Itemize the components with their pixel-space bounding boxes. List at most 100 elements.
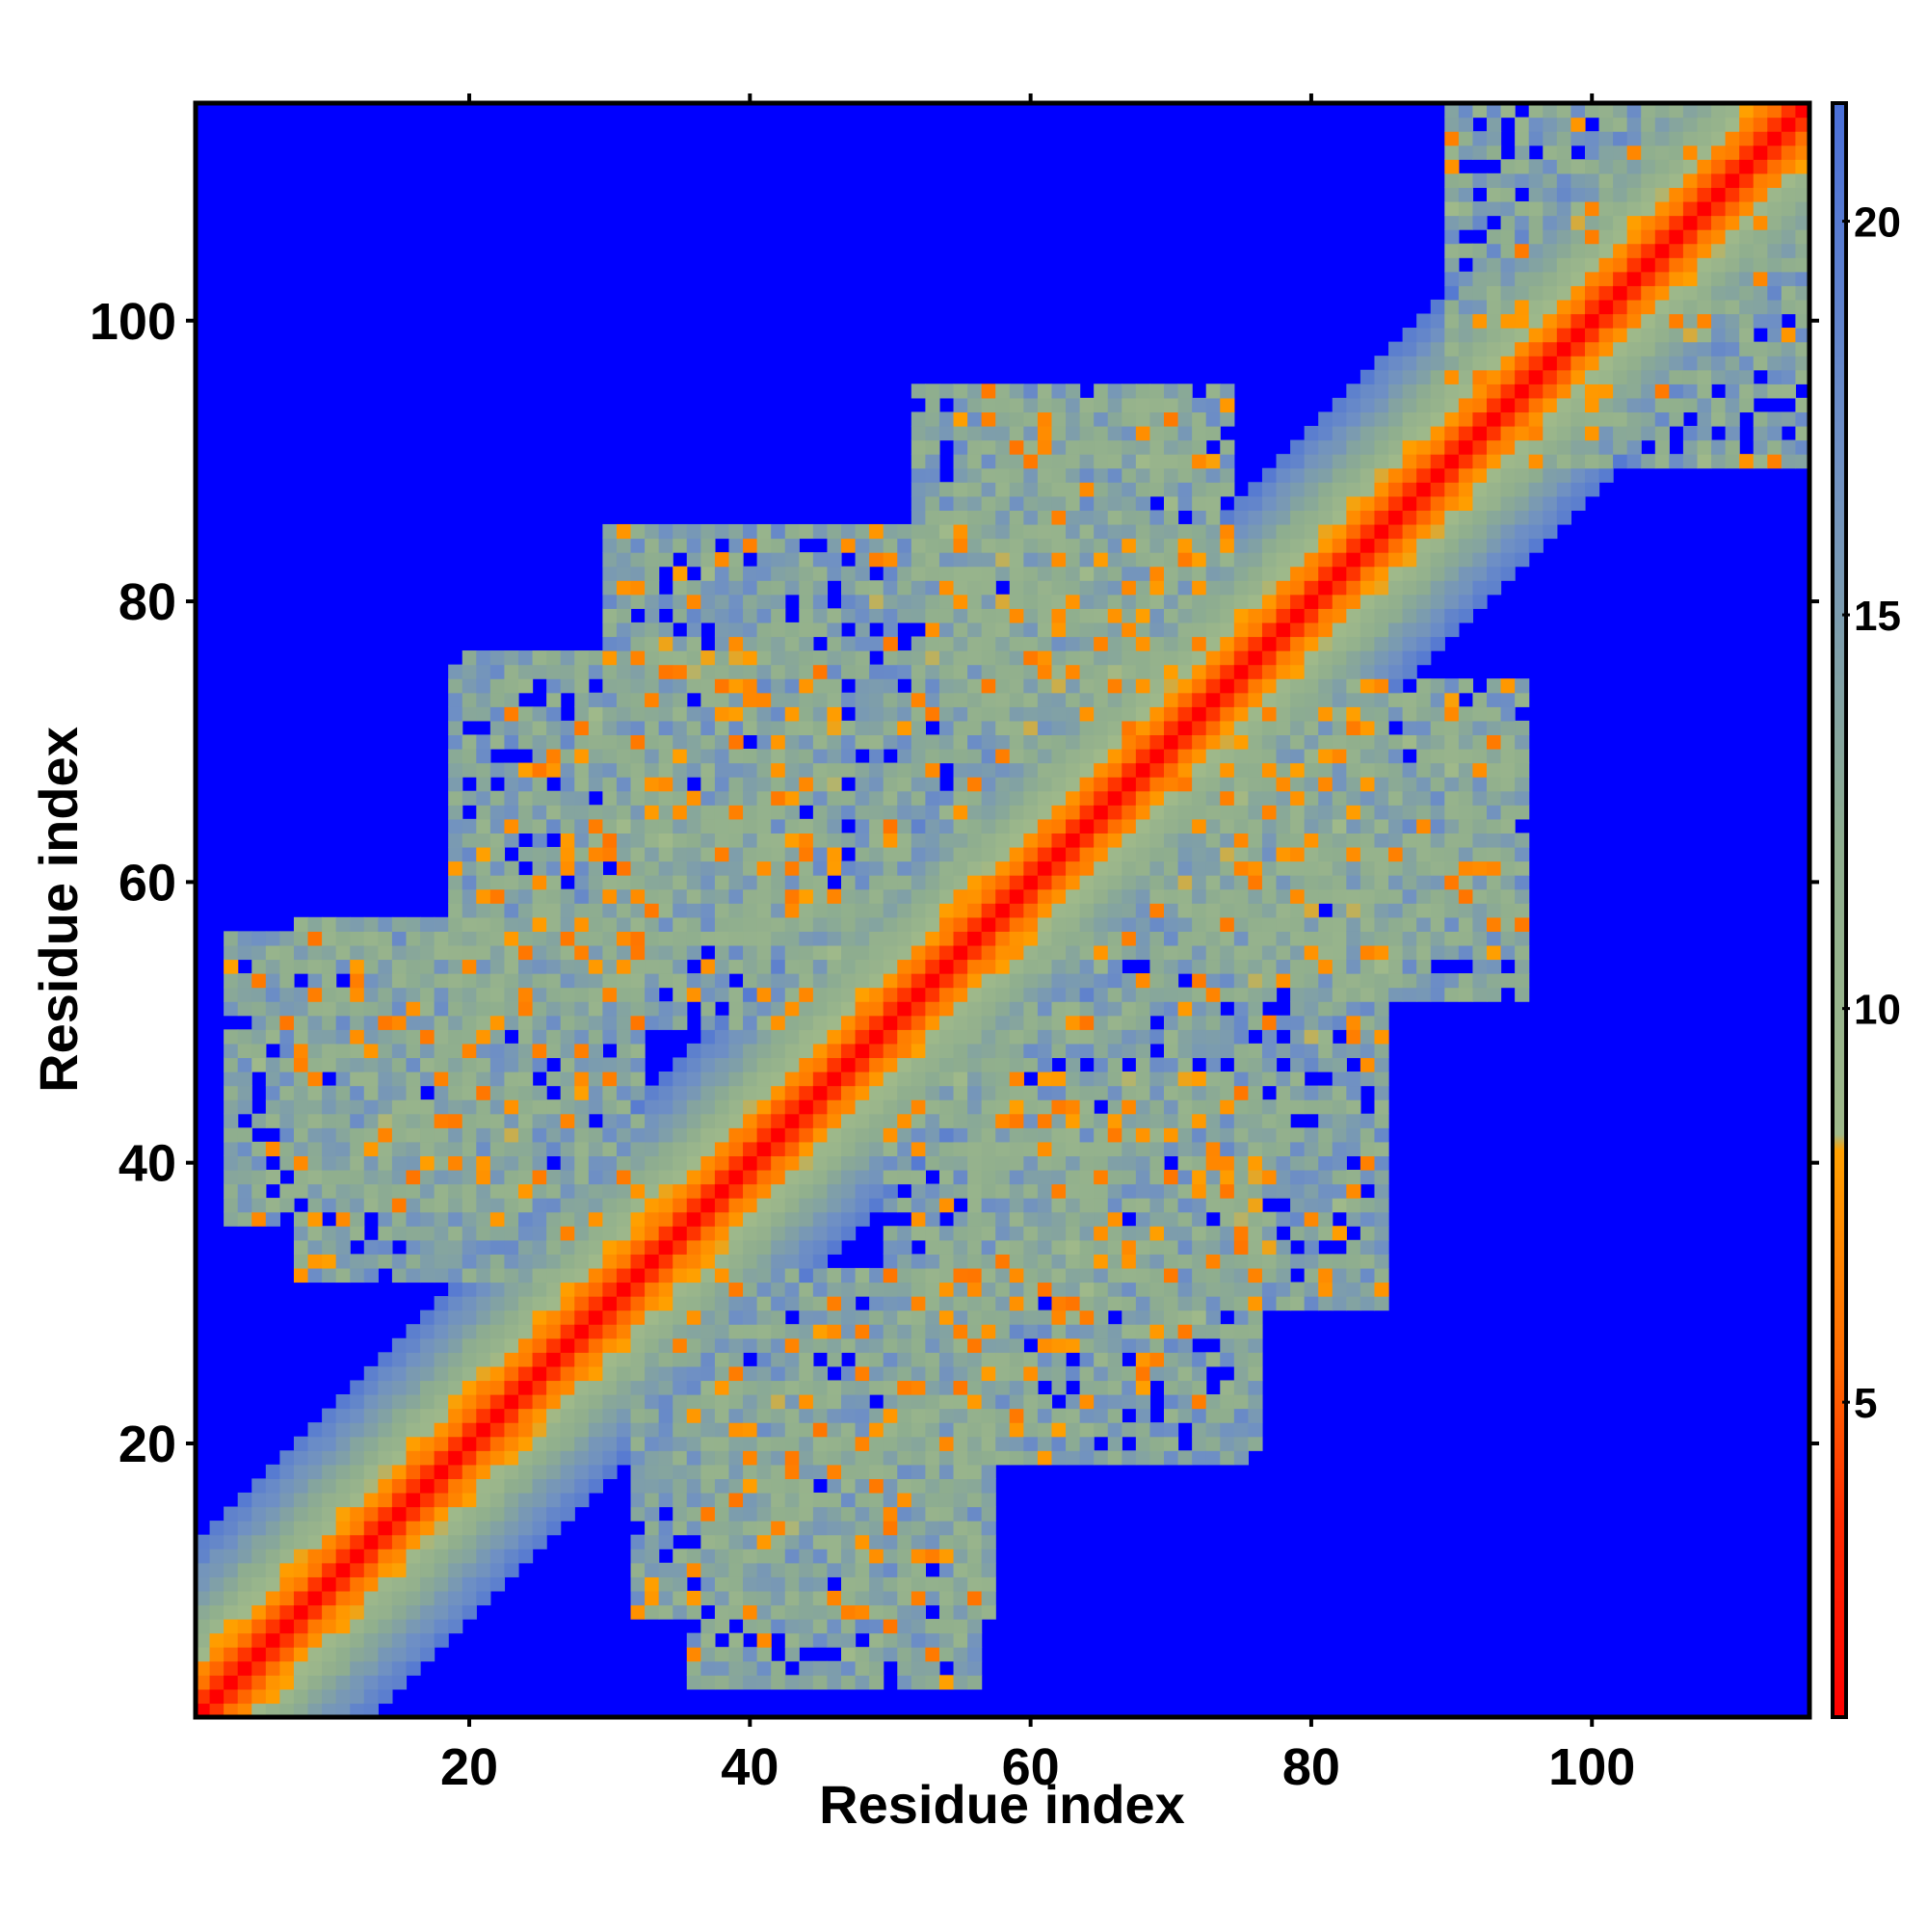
heatmap-cell [645,833,660,848]
heatmap-cell [981,1590,996,1606]
heatmap-cell [1177,888,1193,904]
heatmap-cell [630,1057,646,1072]
heatmap-cell [756,622,772,638]
heatmap-cell [812,1057,829,1072]
heatmap-cell [728,860,744,876]
heatmap-cell [251,1506,267,1522]
heatmap-cell [1079,482,1095,497]
heatmap-cell [1051,622,1067,638]
heatmap-cell [967,1072,983,1087]
heatmap-cell [476,1226,491,1241]
heatmap-cell [602,1127,618,1143]
heatmap-cell [532,1394,547,1410]
heatmap-cell [630,916,646,932]
heatmap-cell [1009,1169,1024,1185]
heatmap-cell [911,973,926,989]
heatmap-cell [1192,1380,1207,1395]
heatmap-cell [1051,384,1067,399]
heatmap-cell [756,1141,772,1156]
heatmap-cell [1009,959,1024,974]
heatmap-cell [504,1506,519,1522]
heatmap-cell [938,650,955,666]
heatmap-cell [673,650,688,666]
heatmap-cell [1107,944,1122,961]
heatmap-cell [434,1380,449,1395]
heatmap-cell [883,944,898,961]
heatmap-cell [293,1688,309,1705]
heatmap-cell [1177,384,1193,399]
heatmap-cell [995,790,1011,806]
heatmap-cell [1164,1380,1179,1395]
heatmap-cell [307,1169,323,1185]
heatmap-cell [686,987,701,1002]
heatmap-cell [658,594,673,609]
heatmap-cell [953,818,968,834]
heatmap-cell [574,1492,590,1508]
heatmap-cell [630,818,646,834]
heatmap-cell [911,426,926,441]
heatmap-cell [1066,1001,1081,1017]
heatmap-cell [1094,1169,1109,1185]
heatmap-cell [714,1590,730,1606]
heatmap-cell [728,944,744,961]
heatmap-cell [1037,1408,1053,1423]
heatmap-cell [1037,762,1053,778]
heatmap-cell [784,678,800,694]
heatmap-cell [1023,805,1039,820]
heatmap-cell [1094,664,1109,679]
heatmap-cell [771,1675,786,1690]
heatmap-cell [953,1282,968,1297]
heatmap-cell [616,692,632,707]
heatmap-cell [363,1408,379,1423]
heatmap-cell [925,1127,940,1143]
heatmap-cell [728,931,744,946]
heatmap-cell [1023,973,1039,989]
heatmap-cell [1164,692,1179,707]
heatmap-cell [1149,1198,1165,1213]
heatmap-cell [378,1506,393,1522]
heatmap-cell [784,1141,800,1156]
heatmap-cell [953,454,968,469]
heatmap-cell [645,650,660,666]
heatmap-cell [673,580,688,595]
heatmap-cell [771,1619,786,1634]
heatmap-cell [645,749,660,764]
heatmap-cell [938,1394,955,1410]
heatmap-cell [714,1492,730,1508]
heatmap-cell [237,1604,252,1620]
heatmap-cell [588,1394,603,1410]
heatmap-cell [981,916,996,932]
heatmap-cell [799,1141,814,1156]
heatmap-cell [981,1015,996,1030]
heatmap-cell [925,454,940,469]
heatmap-cell [981,1296,996,1311]
heatmap-cell [1107,510,1122,525]
heatmap-cell [1009,538,1024,553]
heatmap-cell [827,1562,842,1577]
heatmap-cell [1066,538,1081,553]
heatmap-cell [700,888,716,904]
heatmap-cell [616,931,632,946]
heatmap-cell [546,664,562,679]
heatmap-cell [518,1450,534,1466]
heatmap-cell [897,973,912,989]
heatmap-cell [420,1394,436,1410]
heatmap-cell [602,622,618,638]
heatmap-cell [714,580,730,595]
heatmap-cell [1192,1113,1207,1128]
heatmap-cell [938,1548,955,1564]
heatmap-cell [938,1057,955,1072]
heatmap-cell [532,973,547,989]
heatmap-cell [784,846,800,862]
heatmap-cell [953,523,968,540]
heatmap-cell [812,1380,829,1395]
heatmap-cell [714,622,730,638]
heatmap-cell [1066,1015,1081,1030]
heatmap-cell [1122,1141,1137,1156]
heatmap-cell [658,1211,673,1227]
heatmap-cell [1220,1099,1235,1115]
heatmap-cell [1248,1380,1263,1395]
heatmap-cell [265,987,280,1002]
heatmap-cell [532,1521,547,1536]
heatmap-cell [673,1183,688,1199]
